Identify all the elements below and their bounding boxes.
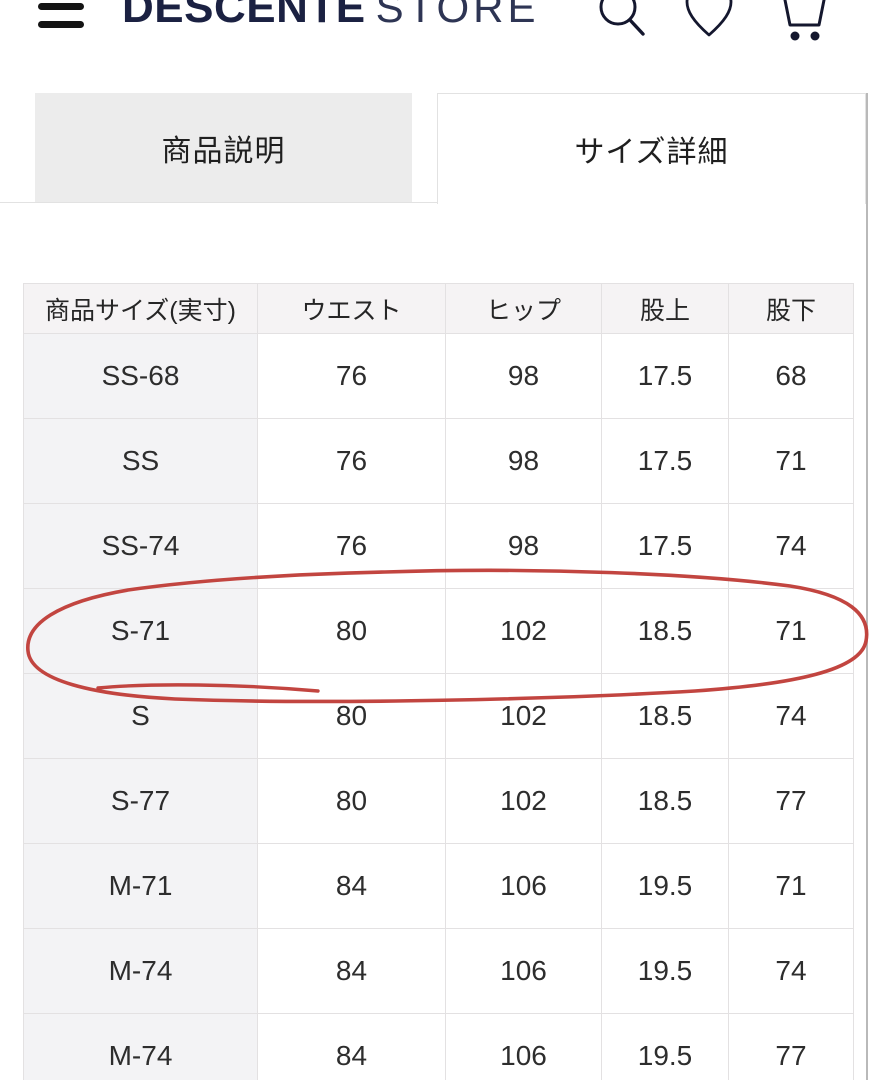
store-logo[interactable]: DESCENTE STORE [122,0,540,30]
measurement-cell: 74 [728,673,854,759]
measurement-cell: 98 [445,333,602,419]
size-table-column-header: 商品サイズ(実寸) [23,283,258,334]
measurement-cell: 80 [257,758,446,844]
size-label-cell: SS [23,418,258,504]
measurement-cell: 102 [445,758,602,844]
measurement-cell: 84 [257,1013,446,1080]
measurement-cell: 80 [257,673,446,759]
size-table: 商品サイズ(実寸) ウエスト ヒップ 股上 股下 SS-68 76 98 17.5 68 SS 76… [23,283,854,1080]
detail-tabs: 商品説明 サイズ詳細 [0,93,874,204]
menu-icon-bar [38,3,84,10]
measurement-cell: 102 [445,588,602,674]
size-table-column-header: 股上 [601,283,729,334]
table-row: S 80 102 18.5 74 [23,673,854,759]
table-row: S-77 80 102 18.5 77 [23,758,854,844]
table-row: M-74 84 106 19.5 77 [23,1013,854,1080]
measurement-cell: 71 [728,588,854,674]
measurement-cell: 74 [728,928,854,1014]
size-table-header-row: 商品サイズ(実寸) ウエスト ヒップ 股上 股下 [23,283,854,334]
measurement-cell: 98 [445,418,602,504]
tab-product-description[interactable]: 商品説明 [35,93,412,202]
size-label-cell: S-77 [23,758,258,844]
size-label-cell: M-74 [23,1013,258,1080]
measurement-cell: 18.5 [601,758,729,844]
size-table-column-header: ウエスト [257,283,446,334]
brand-suffix: STORE [375,0,540,31]
measurement-cell: 106 [445,843,602,929]
size-table-column-header: ヒップ [445,283,602,334]
menu-icon-bar [38,21,84,28]
measurement-cell: 17.5 [601,418,729,504]
measurement-cell: 19.5 [601,843,729,929]
table-row: M-74 84 106 19.5 74 [23,928,854,1014]
measurement-cell: 19.5 [601,1013,729,1080]
measurement-cell: 76 [257,503,446,589]
cart-icon[interactable] [776,0,832,45]
measurement-cell: 18.5 [601,673,729,759]
size-label-cell: SS-68 [23,333,258,419]
brand-name: DESCENTE [122,0,366,32]
measurement-cell: 18.5 [601,588,729,674]
size-label-cell: S [23,673,258,759]
tab-size-detail[interactable]: サイズ詳細 [437,93,866,204]
measurement-cell: 106 [445,928,602,1014]
tab-divider [0,202,437,203]
measurement-cell: 74 [728,503,854,589]
size-table-column-header: 股下 [728,283,854,334]
table-row: SS 76 98 17.5 71 [23,418,854,504]
measurement-cell: 98 [445,503,602,589]
measurement-cell: 102 [445,673,602,759]
size-label-cell: SS-74 [23,503,258,589]
measurement-cell: 80 [257,588,446,674]
menu-icon[interactable] [38,0,86,31]
search-icon[interactable] [596,0,648,43]
measurement-cell: 17.5 [601,333,729,419]
size-label-cell: S-71 [23,588,258,674]
measurement-cell: 77 [728,758,854,844]
measurement-cell: 84 [257,843,446,929]
app-bar: DESCENTE STORE [0,0,874,46]
size-label-cell: M-74 [23,928,258,1014]
table-row: SS-68 76 98 17.5 68 [23,333,854,419]
measurement-cell: 71 [728,843,854,929]
table-row: SS-74 76 98 17.5 74 [23,503,854,589]
table-row: S-71 80 102 18.5 71 [23,588,854,674]
measurement-cell: 77 [728,1013,854,1080]
measurement-cell: 76 [257,418,446,504]
measurement-cell: 84 [257,928,446,1014]
measurement-cell: 76 [257,333,446,419]
measurement-cell: 106 [445,1013,602,1080]
measurement-cell: 71 [728,418,854,504]
measurement-cell: 19.5 [601,928,729,1014]
panel-right-border [866,93,868,1080]
measurement-cell: 17.5 [601,503,729,589]
measurement-cell: 68 [728,333,854,419]
wishlist-heart-icon[interactable] [684,0,734,43]
size-label-cell: M-71 [23,843,258,929]
table-row: M-71 84 106 19.5 71 [23,843,854,929]
